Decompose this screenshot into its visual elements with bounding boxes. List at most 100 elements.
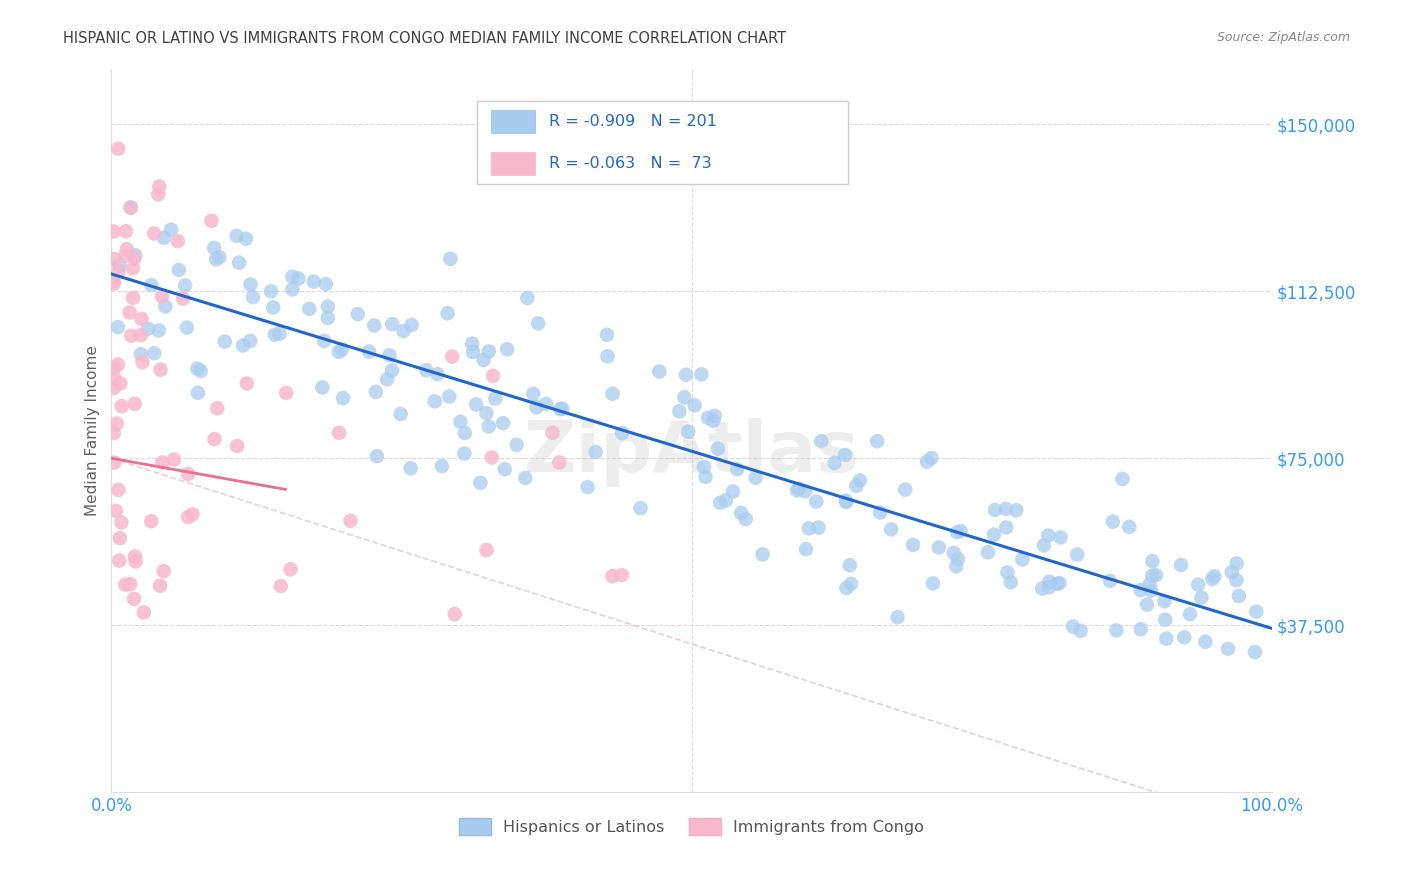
Point <box>181 508 204 522</box>
Point <box>108 531 131 545</box>
Point <box>1105 624 1128 638</box>
Point <box>450 415 472 429</box>
Point <box>1142 568 1164 582</box>
Point <box>270 579 292 593</box>
Point <box>693 460 716 475</box>
Point <box>107 358 129 372</box>
Point <box>869 506 891 520</box>
Point <box>281 283 304 297</box>
Point <box>744 471 766 485</box>
Point <box>894 483 917 497</box>
Point <box>120 201 142 215</box>
Point <box>190 364 212 378</box>
Point <box>1005 503 1028 517</box>
Point <box>330 343 353 357</box>
Point <box>596 327 619 342</box>
Point <box>129 347 152 361</box>
Point <box>177 467 200 481</box>
Point <box>835 581 858 595</box>
Point <box>115 224 138 238</box>
Point <box>1144 568 1167 582</box>
Point <box>901 538 924 552</box>
Point <box>200 214 222 228</box>
Point <box>167 263 190 277</box>
Point <box>103 277 125 291</box>
Point <box>124 248 146 262</box>
Point <box>166 234 188 248</box>
Point <box>673 390 696 404</box>
Point <box>186 361 208 376</box>
Point <box>392 324 415 338</box>
Point <box>1216 641 1239 656</box>
Point <box>835 495 858 509</box>
Point <box>725 462 748 476</box>
Point <box>141 278 163 293</box>
Point <box>1000 575 1022 590</box>
Point <box>124 549 146 564</box>
Point <box>136 321 159 335</box>
Point <box>515 471 537 485</box>
Point <box>129 328 152 343</box>
Point <box>946 525 969 540</box>
Point <box>280 562 302 576</box>
Point <box>1038 581 1060 595</box>
Point <box>1129 583 1152 598</box>
Text: Source: ZipAtlas.com: Source: ZipAtlas.com <box>1216 31 1350 45</box>
Point <box>922 576 945 591</box>
Point <box>311 380 333 394</box>
Point <box>264 327 287 342</box>
Point <box>114 249 136 263</box>
Point <box>141 514 163 528</box>
Point <box>148 323 170 337</box>
Point <box>494 462 516 476</box>
Point <box>806 494 828 508</box>
Point <box>328 425 350 440</box>
Point <box>122 291 145 305</box>
Point <box>453 446 475 460</box>
Point <box>115 242 138 256</box>
Point <box>730 506 752 520</box>
Point <box>1142 554 1164 568</box>
Point <box>977 545 1000 559</box>
Point <box>915 455 938 469</box>
Point <box>124 397 146 411</box>
Point <box>849 474 872 488</box>
Point <box>1011 552 1033 566</box>
Point <box>945 559 967 574</box>
Point <box>721 484 744 499</box>
Point <box>702 414 724 428</box>
Point <box>381 363 404 377</box>
Point <box>107 142 129 156</box>
Point <box>1139 577 1161 591</box>
Point <box>1204 569 1226 583</box>
Point <box>734 512 756 526</box>
FancyBboxPatch shape <box>477 101 848 185</box>
Point <box>1226 557 1249 571</box>
Text: R = -0.909   N = 201: R = -0.909 N = 201 <box>548 114 717 129</box>
Point <box>108 259 131 273</box>
Point <box>174 278 197 293</box>
Point <box>415 363 437 377</box>
Point <box>148 179 170 194</box>
Point <box>107 264 129 278</box>
Point <box>143 227 166 241</box>
Point <box>120 328 142 343</box>
Point <box>683 398 706 412</box>
Point <box>202 241 225 255</box>
Point <box>124 554 146 568</box>
Point <box>114 577 136 591</box>
Point <box>208 250 231 264</box>
Point <box>107 320 129 334</box>
FancyBboxPatch shape <box>491 111 534 134</box>
Point <box>1189 591 1212 605</box>
Point <box>1118 520 1140 534</box>
Point <box>1049 530 1071 544</box>
Text: HISPANIC OR LATINO VS IMMIGRANTS FROM CONGO MEDIAN FAMILY INCOME CORRELATION CHA: HISPANIC OR LATINO VS IMMIGRANTS FROM CO… <box>63 31 786 46</box>
Point <box>695 470 717 484</box>
Point <box>441 350 464 364</box>
Point <box>751 548 773 562</box>
Point <box>228 256 250 270</box>
Point <box>714 493 737 508</box>
Point <box>984 503 1007 517</box>
Point <box>205 401 228 416</box>
